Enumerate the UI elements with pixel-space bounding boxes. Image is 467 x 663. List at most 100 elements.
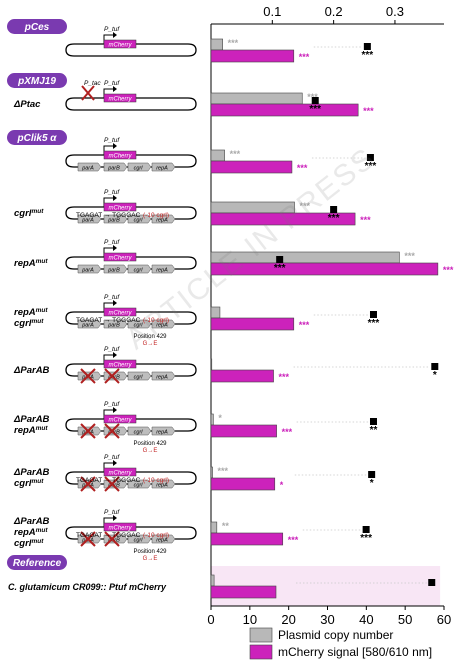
signal-significance: *** <box>360 215 371 225</box>
promoter-arrowhead <box>113 195 117 201</box>
gene-arrow <box>151 264 176 274</box>
promoter-label: P_tuf <box>104 509 120 516</box>
gene-arrow <box>77 534 102 544</box>
position-label: Position 429 <box>133 441 167 447</box>
gene-arrow <box>103 214 128 224</box>
gene-label: cgrl <box>134 375 144 381</box>
gene-arrow <box>77 426 102 436</box>
deletion-cross <box>104 368 120 384</box>
copy-number-bar <box>210 466 213 479</box>
aa-change-label: G→E <box>143 341 158 347</box>
mcherry-gene-box <box>103 414 137 424</box>
mcherry-gene-box <box>103 359 137 369</box>
signal-significance: *** <box>288 535 299 545</box>
marker-significance: * <box>433 370 437 381</box>
copy-significance: *** <box>404 251 415 261</box>
signal-significance: *** <box>299 52 310 62</box>
gene-label: cgrl <box>134 323 144 329</box>
promoter-arrowhead <box>113 245 117 251</box>
mean-square-marker <box>276 256 284 263</box>
aa-change-label: G→E <box>143 556 158 562</box>
row-label-line: ΔParAB <box>13 467 50 478</box>
gene-arrow <box>151 214 176 224</box>
position-label: Position 429 <box>133 334 167 340</box>
gene-arrow <box>151 534 176 544</box>
mcherry-gene-label: mCherry <box>108 43 132 49</box>
mutation-note: (-10 cgrl) <box>143 532 169 539</box>
copy-significance: *** <box>228 38 239 48</box>
deletion-cross <box>80 423 96 439</box>
promoter-label: P_tuf <box>104 137 120 144</box>
gene-label: cgrl <box>134 218 144 224</box>
gene-arrow <box>77 162 102 172</box>
mcherry-gene-box <box>103 202 137 212</box>
gene-arrow <box>127 162 152 172</box>
marker-significance: *** <box>365 161 377 172</box>
section-tag-pill <box>7 555 67 570</box>
copy-number-bar <box>210 38 223 51</box>
signal-significance: *** <box>299 320 310 330</box>
bottom-tick-label: 40 <box>359 612 373 627</box>
reference-strain-label: C. glutamicum CR099:: Ptuf mCherry <box>8 582 167 592</box>
top-tick-label: 0.1 <box>263 4 281 19</box>
bottom-tick-label: 0 <box>207 612 214 627</box>
marker-significance: *** <box>274 263 286 274</box>
copy-number-bar <box>210 92 303 105</box>
copy-significance: * <box>218 413 222 423</box>
deletion-cross <box>104 531 120 547</box>
section-tag-text: pCes <box>24 22 50 33</box>
mutation-note: (-10 cgrl) <box>143 212 169 219</box>
mcherry-signal-bar <box>210 532 284 546</box>
copy-significance: *** <box>218 466 229 476</box>
mean-square-marker <box>369 311 377 318</box>
promoter-label: P_tuf <box>104 239 120 246</box>
gene-label: parB <box>107 166 120 172</box>
plasmid-diagrams-layer: P_tufmCherryP_tufmCherryP_tacP_tufmCherr… <box>65 26 197 562</box>
gene-arrow <box>127 264 152 274</box>
mcherry-gene-label: mCherry <box>108 363 132 369</box>
top-tick-label: 0.3 <box>386 4 404 19</box>
mean-square-marker <box>363 43 371 50</box>
row-label-line: cgrlmut <box>14 318 44 329</box>
mean-square-marker <box>431 363 439 370</box>
row-label-line: repAmut <box>14 258 48 269</box>
bottom-tick-label: 50 <box>398 612 412 627</box>
aa-change-label: G→E <box>143 448 158 454</box>
mutation-note: (-10 cgrl) <box>143 317 169 324</box>
gene-label: repA <box>156 268 168 274</box>
gene-label: parA <box>81 218 94 224</box>
signal-significance: *** <box>282 427 293 437</box>
promoter-label: P_tuf <box>104 346 120 353</box>
gene-arrow <box>127 319 152 329</box>
promoter-label: P_tuf <box>104 26 120 33</box>
mcherry-signal-bar <box>210 317 295 331</box>
promoter-label: P_tuf <box>104 189 120 196</box>
mcherry-signal-bar <box>210 160 293 174</box>
gene-label: cgrl <box>134 483 144 489</box>
row-label-line: ΔPtac <box>13 99 41 110</box>
mean-square-marker <box>362 526 370 533</box>
gene-label: cgrl <box>134 166 144 172</box>
gene-arrow <box>127 534 152 544</box>
gene-arrow <box>77 214 102 224</box>
row-label-line: cgrlmut <box>14 208 44 219</box>
gene-label: repA <box>156 323 168 329</box>
gene-arrow <box>151 426 176 436</box>
row-label-line: ΔParAB <box>13 414 50 425</box>
copy-significance: *** <box>307 92 318 102</box>
mutation-text: TGAGAT → TGGGAC <box>76 317 141 324</box>
mean-square-marker <box>366 154 374 161</box>
gene-label: parB <box>107 218 120 224</box>
section-tag-text: pXMJ19 <box>17 76 56 87</box>
promoter-arrowhead <box>113 32 117 38</box>
deletion-cross <box>104 476 120 492</box>
plasmid-backbone <box>65 97 197 111</box>
plasmid-backbone <box>65 526 197 540</box>
mcherry-gene-label: mCherry <box>108 526 132 532</box>
mcherry-gene-label: mCherry <box>108 471 132 477</box>
gene-arrow <box>103 162 128 172</box>
row-label-line: repAmut <box>14 307 48 318</box>
marker-significance: * <box>370 478 374 489</box>
signal-significance: *** <box>363 106 374 116</box>
